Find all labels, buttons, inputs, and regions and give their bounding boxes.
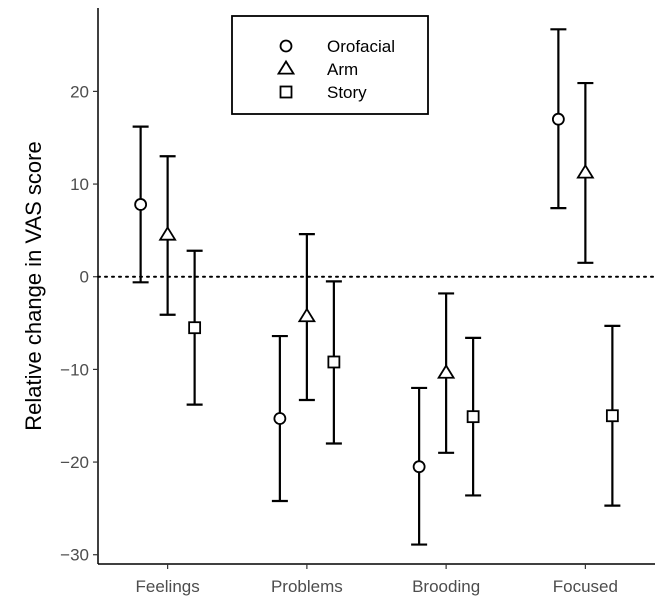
chart-marks — [97, 28, 656, 546]
legend-marker-orofacial — [279, 39, 293, 53]
legend-box — [231, 15, 429, 115]
point-arm-feelings — [158, 225, 177, 241]
legend-label-orofacial: Orofacial — [327, 37, 395, 56]
y-tick-label: 10 — [70, 175, 89, 194]
x-tick-label: Focused — [553, 577, 618, 596]
x-tick-label: Problems — [271, 577, 343, 596]
point-orofacial-brooding — [412, 460, 426, 474]
x-tick-label: Brooding — [412, 577, 480, 596]
series-orofacial — [132, 28, 567, 546]
legend-marker-arm — [276, 59, 296, 75]
point-orofacial-focused — [551, 112, 565, 126]
y-tick-label: 20 — [70, 82, 89, 101]
point-story-brooding — [466, 410, 480, 424]
point-story-problems — [327, 355, 341, 369]
series-arm — [158, 81, 595, 454]
legend: Orofacial Arm Story — [231, 15, 429, 115]
point-arm-focused — [576, 163, 595, 179]
y-tick-label: −10 — [60, 360, 89, 379]
series-story — [186, 249, 621, 507]
y-tick-label: −20 — [60, 453, 89, 472]
point-orofacial-feelings — [134, 198, 148, 211]
legend-label-story: Story — [327, 83, 367, 102]
axes: −30 −20 −10 0 10 20 Feelings Problems Brooding Fo… — [21, 8, 655, 596]
point-story-feelings — [188, 321, 202, 335]
point-story-focused — [605, 409, 619, 423]
legend-marker-story — [279, 85, 293, 99]
point-orofacial-problems — [273, 412, 287, 425]
y-axis-title: Relative change in VAS score — [21, 141, 46, 430]
x-tick-label: Feelings — [135, 577, 199, 596]
point-arm-brooding — [437, 363, 456, 379]
y-tick-label: 0 — [80, 268, 89, 287]
y-tick-label: −30 — [60, 546, 89, 565]
legend-label-arm: Arm — [327, 60, 358, 79]
point-arm-problems — [297, 307, 316, 323]
